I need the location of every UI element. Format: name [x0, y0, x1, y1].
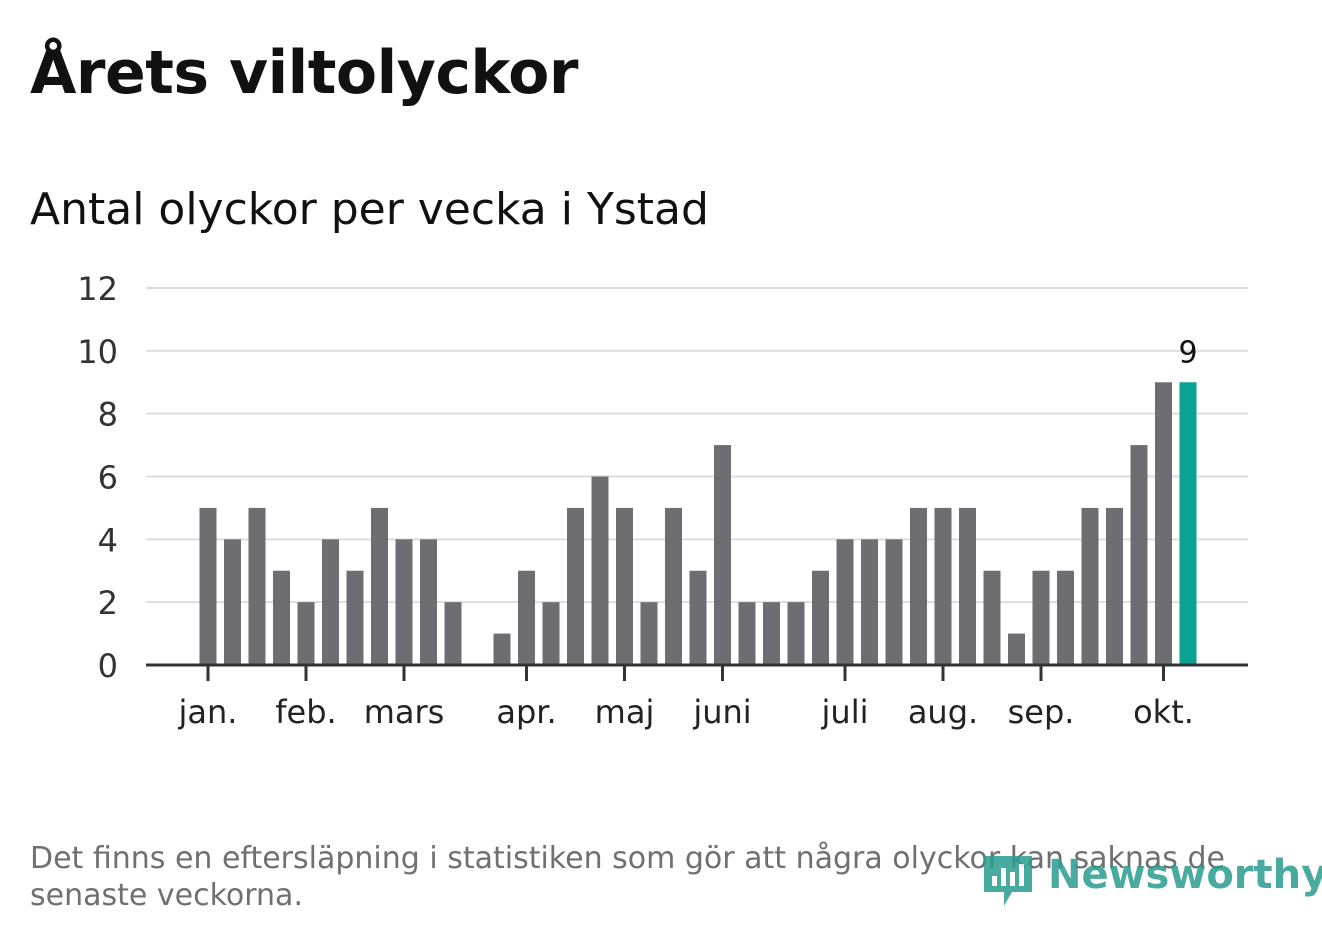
bar — [738, 602, 756, 665]
newsworthy-logo-icon — [984, 856, 1032, 906]
x-tick-label: aug. — [908, 693, 978, 731]
highlight-value-label: 9 — [1178, 335, 1197, 370]
bar — [1057, 570, 1074, 665]
bar — [1008, 633, 1025, 665]
bar — [1106, 507, 1123, 665]
bar — [518, 570, 535, 665]
bar — [714, 445, 731, 665]
bar — [567, 507, 584, 665]
x-tick-label: maj — [595, 693, 655, 731]
highlight-bar — [1179, 382, 1197, 665]
bar — [591, 476, 609, 665]
y-tick-label: 8 — [98, 396, 118, 434]
bar — [1130, 445, 1148, 665]
bar — [812, 570, 829, 665]
bars — [199, 382, 1197, 665]
y-tick-label: 12 — [77, 270, 118, 308]
bar — [983, 570, 1001, 665]
bar — [395, 539, 413, 665]
bar — [689, 570, 707, 665]
newsworthy-logo: Newsworthy — [980, 850, 1322, 914]
bar — [1081, 507, 1099, 665]
bar — [1155, 382, 1172, 665]
x-tick-label: mars — [364, 693, 445, 731]
y-axis-ticks: 0 2 4 6 8 10 12 — [77, 270, 118, 685]
bar — [910, 507, 927, 665]
chart-subtitle: Antal olyckor per vecka i Ystad — [30, 184, 709, 235]
bar — [959, 507, 976, 665]
bar — [493, 633, 511, 665]
bar — [420, 539, 437, 665]
bar — [371, 507, 388, 665]
bar — [322, 539, 339, 665]
x-tick-label: jan. — [178, 693, 238, 731]
y-tick-label: 2 — [98, 584, 118, 622]
logo-text: Newsworthy — [1048, 852, 1322, 898]
x-tick-label: okt. — [1133, 693, 1194, 731]
bar — [444, 602, 462, 665]
bar — [346, 570, 364, 665]
bar — [861, 539, 878, 665]
x-tick-label: sep. — [1008, 693, 1075, 731]
bar — [665, 507, 682, 665]
y-tick-label: 4 — [98, 521, 118, 559]
bar — [836, 539, 854, 665]
bar — [224, 539, 241, 665]
bar — [542, 602, 560, 665]
y-tick-label: 0 — [98, 647, 118, 685]
bar — [885, 539, 903, 665]
bar — [248, 507, 266, 665]
x-tick-label: juli — [821, 693, 869, 731]
bar — [1032, 570, 1050, 665]
bar — [273, 570, 290, 665]
x-tick-label: juni — [692, 693, 751, 731]
x-tick-label: apr. — [496, 693, 556, 731]
bar — [616, 507, 633, 665]
bar — [934, 507, 952, 665]
y-tick-label: 10 — [77, 333, 118, 371]
bar — [297, 602, 315, 665]
chart-title: Årets viltolyckor — [30, 38, 579, 108]
bar — [199, 507, 217, 665]
bar — [787, 602, 805, 665]
y-tick-label: 6 — [98, 459, 118, 497]
x-axis-ticks: jan. feb. mars apr. maj juni juli aug. sep. okt. — [178, 665, 1194, 731]
bar — [763, 602, 780, 665]
bar — [640, 602, 658, 665]
x-tick-label: feb. — [275, 693, 336, 731]
